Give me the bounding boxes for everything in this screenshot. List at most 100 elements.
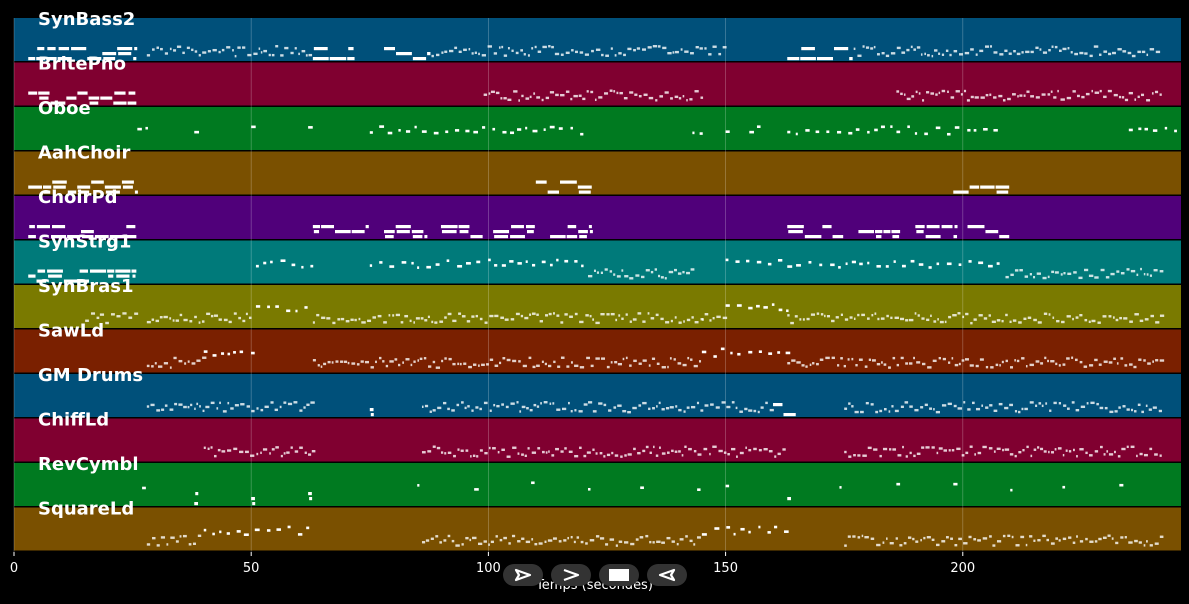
note	[1035, 96, 1040, 99]
stop-button[interactable]	[599, 564, 639, 586]
note	[954, 126, 960, 129]
note	[370, 413, 374, 417]
note	[117, 47, 133, 51]
note	[128, 91, 136, 95]
note	[1159, 454, 1162, 457]
note	[595, 535, 600, 538]
note	[1033, 539, 1036, 542]
note	[1024, 275, 1029, 278]
note	[1144, 127, 1148, 131]
note	[234, 54, 237, 58]
track-label: ChiffLd	[38, 410, 109, 431]
note-segment	[431, 45, 727, 58]
note	[1072, 448, 1075, 452]
note	[28, 274, 36, 278]
note	[1058, 364, 1061, 367]
note	[1088, 274, 1094, 278]
note	[879, 454, 882, 458]
note	[568, 401, 570, 405]
note	[947, 402, 952, 406]
note	[726, 405, 731, 409]
note	[118, 52, 132, 56]
note	[304, 451, 307, 454]
note	[966, 99, 970, 102]
note	[886, 314, 889, 318]
note	[950, 537, 953, 540]
note	[834, 47, 849, 51]
note	[996, 262, 1000, 265]
note	[107, 269, 115, 273]
note	[456, 403, 460, 407]
note	[922, 99, 925, 102]
note	[435, 366, 441, 369]
note	[1108, 315, 1112, 318]
note	[47, 269, 63, 273]
note	[625, 313, 628, 316]
play-button[interactable]	[503, 564, 543, 586]
note	[901, 264, 906, 268]
rewind-button[interactable]	[647, 564, 687, 586]
note	[295, 309, 298, 313]
note	[963, 401, 966, 404]
note	[822, 225, 832, 229]
note	[926, 536, 931, 539]
note	[176, 45, 182, 48]
note	[826, 315, 831, 318]
note	[667, 451, 670, 454]
note	[1033, 318, 1037, 322]
note	[977, 451, 982, 455]
note	[436, 446, 441, 450]
note	[1041, 404, 1044, 408]
note	[427, 450, 432, 453]
fast-forward-button[interactable]	[551, 564, 591, 586]
note	[567, 536, 570, 540]
note	[1110, 272, 1115, 276]
note	[350, 318, 354, 321]
note	[560, 450, 564, 453]
note	[638, 404, 642, 407]
note	[847, 535, 851, 538]
note	[942, 357, 946, 361]
note	[932, 359, 937, 363]
note	[1021, 357, 1025, 360]
note	[877, 317, 880, 321]
note	[414, 125, 417, 129]
note	[948, 315, 952, 319]
note	[297, 533, 303, 536]
note	[447, 312, 452, 316]
note	[1029, 363, 1034, 367]
note	[737, 352, 741, 356]
note	[674, 450, 678, 453]
note	[1079, 448, 1084, 451]
note	[1155, 321, 1160, 324]
note	[260, 408, 264, 412]
note	[868, 358, 872, 361]
note	[1100, 268, 1105, 272]
note	[250, 454, 255, 457]
note	[1040, 447, 1044, 451]
note	[535, 180, 547, 184]
note	[799, 318, 802, 321]
note	[1073, 271, 1077, 274]
note	[520, 314, 524, 318]
note	[639, 536, 644, 539]
note	[605, 54, 609, 57]
note	[1059, 49, 1062, 52]
note	[782, 448, 786, 451]
note	[765, 401, 768, 405]
note	[201, 320, 205, 323]
note	[431, 320, 434, 324]
note	[212, 354, 217, 357]
note	[1048, 450, 1050, 454]
note	[256, 452, 259, 456]
note	[1014, 410, 1018, 413]
note	[925, 446, 930, 449]
note	[758, 350, 762, 354]
note	[1118, 95, 1122, 99]
note	[851, 405, 854, 408]
note	[617, 404, 622, 407]
note	[310, 264, 314, 268]
note-segment	[725, 303, 789, 313]
note	[564, 447, 567, 450]
note	[889, 542, 894, 545]
